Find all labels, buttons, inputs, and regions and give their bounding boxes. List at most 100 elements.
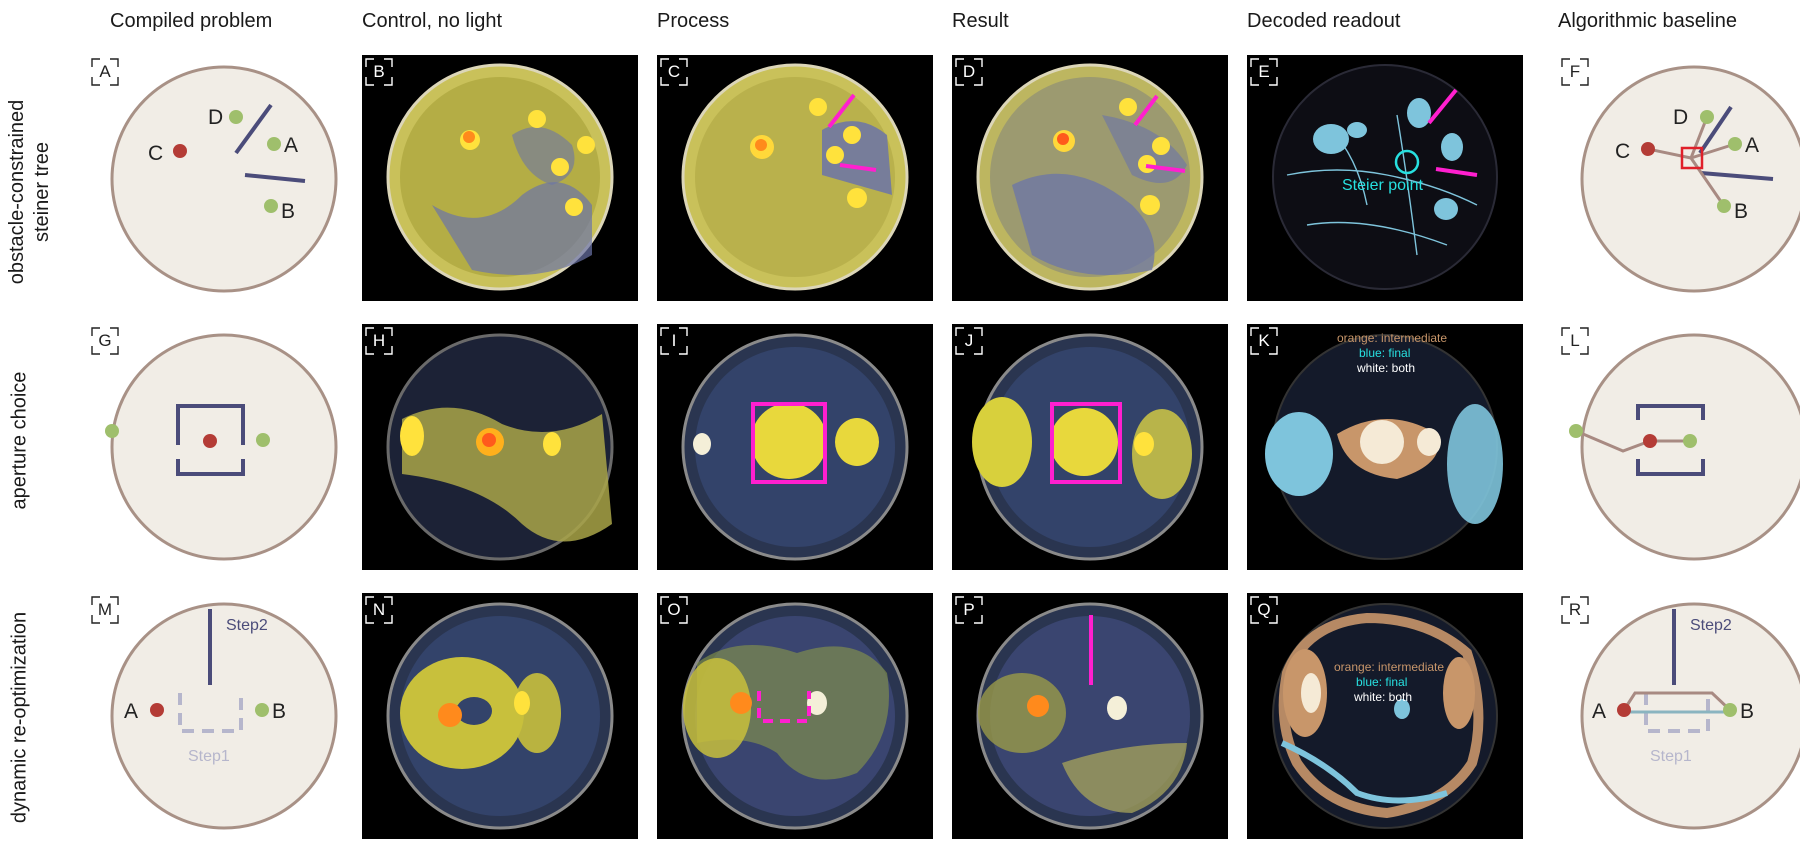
node-center	[1643, 434, 1657, 448]
step1-barrier	[178, 693, 243, 733]
panel-letter-bracket	[955, 596, 983, 624]
panel-j-photo: J	[952, 324, 1228, 570]
panel-letter: A	[88, 55, 122, 89]
label-b: B	[272, 700, 286, 723]
label-a: A	[124, 700, 138, 723]
node-b	[1723, 703, 1737, 717]
steiner-path	[1647, 147, 1692, 160]
label-step1: Step1	[188, 748, 230, 765]
node-a	[1728, 137, 1742, 151]
steiner-path	[1689, 116, 1709, 159]
panel-letter-bracket	[1561, 58, 1589, 86]
aperture-bottom	[176, 459, 245, 476]
column-header-algorithmic-baseline: Algorithmic baseline	[1558, 10, 1737, 32]
aperture-top	[176, 404, 245, 422]
panel-letter: I	[657, 324, 691, 358]
panel-letter-bracket	[660, 327, 688, 355]
row-label-aperture: aperture choice	[8, 341, 33, 541]
steiner-path	[1690, 142, 1736, 160]
panel-letter-bracket	[1561, 327, 1589, 355]
label-a: A	[284, 134, 298, 157]
dish-outline	[110, 333, 338, 561]
legend-blue: blue: final	[1359, 346, 1410, 360]
aperture-light	[751, 402, 827, 484]
legend-orange: orange: intermediate	[1337, 331, 1447, 345]
panel-letter: C	[657, 55, 691, 89]
aperture-bottom	[1636, 459, 1705, 476]
panel-letter-bracket	[660, 58, 688, 86]
panel-n-photo: N	[362, 593, 638, 839]
panel-g-schematic: G	[88, 324, 364, 570]
panel-letter-bracket	[1250, 596, 1278, 624]
label-c: C	[1615, 140, 1630, 163]
light-bar	[1427, 88, 1458, 125]
node-c	[1641, 142, 1655, 156]
step1-light-barrier	[757, 691, 811, 723]
panel-a-schematic: C D A B A	[88, 55, 364, 301]
row-label-line: aperture choice	[8, 371, 31, 510]
panel-m-schematic: A B Step2 Step1 M	[88, 593, 364, 839]
column-header-compiled-problem: Compiled problem	[110, 10, 273, 32]
light-bar	[1435, 167, 1478, 177]
row-label-line: dynamic re-optimization	[8, 611, 31, 824]
panel-letter: G	[88, 324, 122, 358]
column-header-result: Result	[952, 10, 1009, 32]
step1-barrier	[1644, 693, 1710, 733]
row-label-steiner: obstacle-constrained steiner tree	[5, 82, 55, 302]
row-label-line: steiner tree	[31, 141, 53, 243]
row-label-line: obstacle-constrained	[6, 99, 28, 285]
dish-outline	[110, 602, 338, 830]
node-c	[173, 144, 187, 158]
aperture-top	[1636, 404, 1705, 420]
node-a	[267, 137, 281, 151]
panel-k-readout: orange: intermediate blue: final white: …	[1247, 324, 1523, 570]
step2-path	[1622, 691, 1732, 712]
panel-c-photo: C	[657, 55, 933, 301]
panel-letter: N	[362, 593, 396, 627]
legend-orange: orange: intermediate	[1334, 660, 1444, 674]
dish-outline	[1580, 602, 1800, 830]
node-a	[150, 703, 164, 717]
panel-d-photo: D	[952, 55, 1228, 301]
light-bar	[827, 93, 856, 129]
legend-white: white: both	[1356, 361, 1415, 375]
panel-letter-bracket	[1250, 58, 1278, 86]
dish-outline	[1580, 65, 1800, 293]
panel-f-baseline: C D A B F	[1558, 55, 1800, 301]
label-d: D	[1673, 106, 1688, 129]
panel-o-photo: O	[657, 593, 933, 839]
panel-letter-bracket	[660, 596, 688, 624]
node-b	[255, 703, 269, 717]
steiner-point-box	[1680, 146, 1704, 170]
steiner-path	[1689, 157, 1726, 207]
node-right	[256, 433, 270, 447]
node-a	[1617, 703, 1631, 717]
panel-l-baseline: L	[1558, 324, 1800, 570]
panel-letter: M	[88, 593, 122, 627]
panel-letter-bracket	[1561, 596, 1589, 624]
light-bar	[1145, 164, 1186, 173]
label-a: A	[1745, 134, 1759, 157]
steiner-point-marker	[1394, 149, 1420, 175]
obstacle-bar	[244, 173, 306, 183]
column-header-process: Process	[657, 10, 730, 32]
light-bar	[1133, 94, 1159, 127]
label-b: B	[1734, 200, 1748, 223]
node-d	[229, 110, 243, 124]
label-b: B	[1740, 700, 1754, 723]
label-step2: Step2	[226, 617, 268, 634]
panel-letter: K	[1247, 324, 1281, 358]
panel-h-photo: H	[362, 324, 638, 570]
panel-i-photo: I	[657, 324, 933, 570]
node-left	[105, 424, 119, 438]
node-b	[1717, 199, 1731, 213]
panel-letter: Q	[1247, 593, 1281, 627]
panel-letter-bracket	[955, 58, 983, 86]
panel-letter: F	[1558, 55, 1592, 89]
panel-r-baseline: A B Step2 Step1 R	[1558, 593, 1800, 839]
column-header-control: Control, no light	[362, 10, 503, 32]
light-bar	[839, 163, 877, 172]
node-right	[1683, 434, 1697, 448]
panel-letter: R	[1558, 593, 1592, 627]
panel-letter-bracket	[91, 596, 119, 624]
